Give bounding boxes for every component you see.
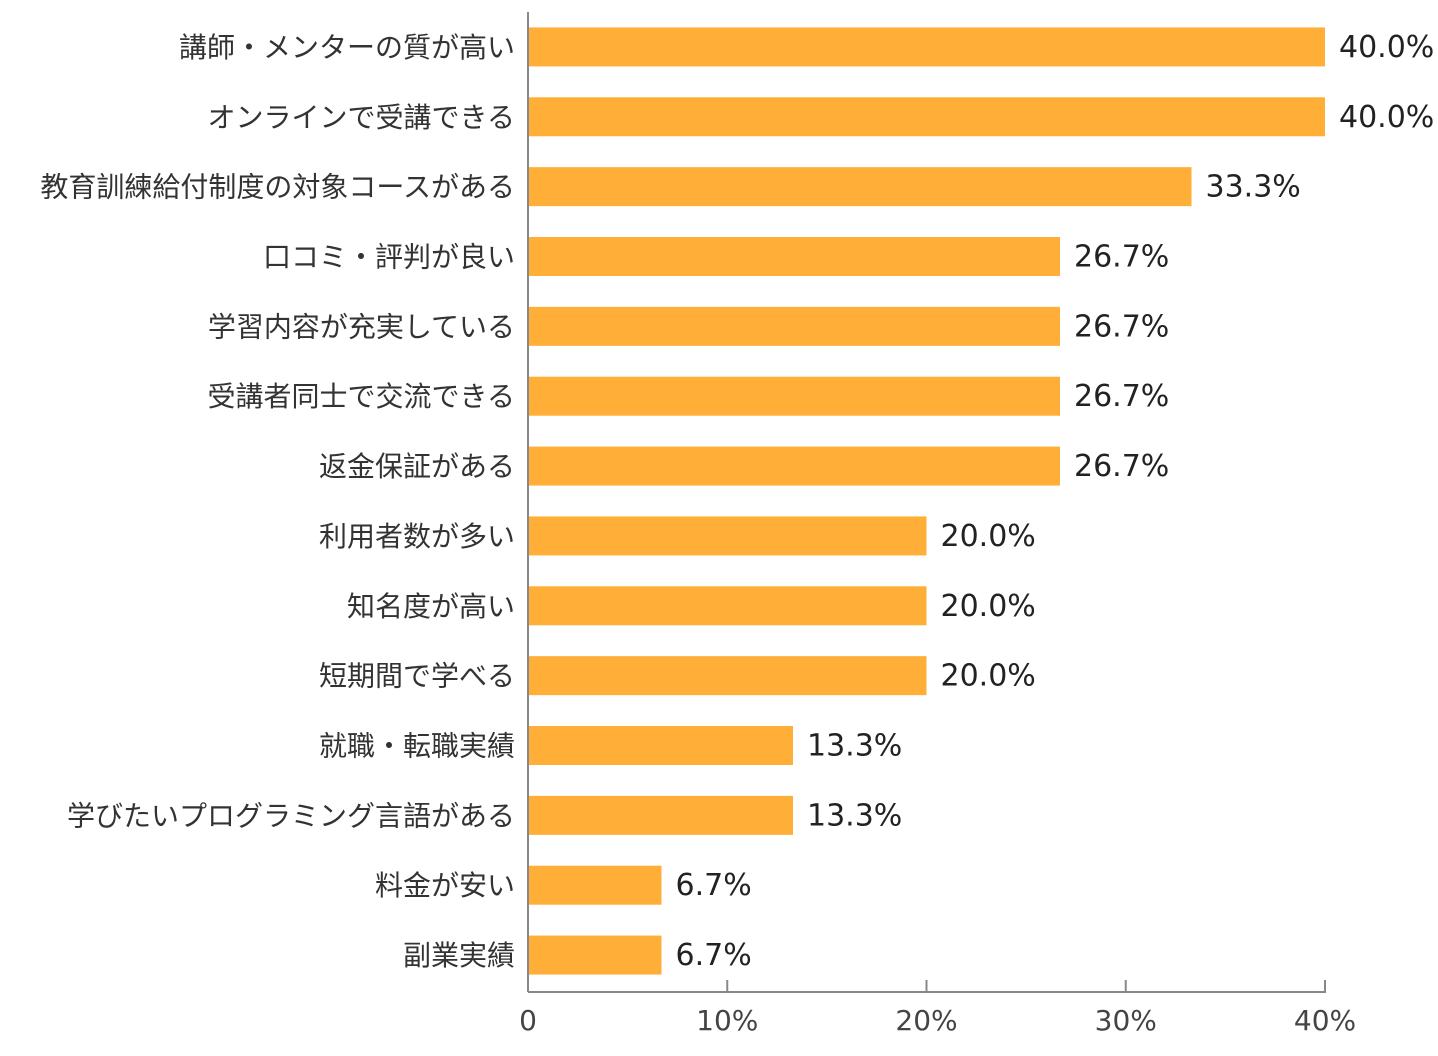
bar: [528, 865, 662, 905]
category-label: 返金保証がある: [319, 450, 515, 483]
value-label: 40.0%: [1339, 100, 1434, 135]
value-label: 20.0%: [941, 659, 1036, 694]
bar: [528, 167, 1192, 207]
value-label: 26.7%: [1074, 379, 1169, 414]
category-label: 学習内容が充実している: [208, 310, 515, 343]
category-label: 学びたいプログラミング言語がある: [67, 799, 515, 832]
bar: [528, 376, 1060, 416]
value-label: 13.3%: [807, 798, 902, 833]
value-label: 33.3%: [1206, 170, 1301, 205]
value-label: 26.7%: [1074, 449, 1169, 484]
bar: [528, 516, 927, 556]
bar: [528, 656, 927, 696]
value-label: 13.3%: [807, 729, 902, 764]
x-tick-label: 10%: [696, 1004, 758, 1037]
category-label: 受講者同士で交流できる: [208, 380, 515, 413]
value-label: 40.0%: [1339, 30, 1434, 65]
category-label: 就職・転職実績: [319, 730, 515, 763]
category-label: 短期間で学べる: [319, 660, 515, 693]
bar: [528, 935, 662, 975]
category-labels: 講師・メンターの質が高いオンラインで受講できる教育訓練給付制度の対象コースがある…: [40, 31, 515, 972]
category-label: 口コミ・評判が良い: [263, 241, 515, 274]
x-tick-label: 20%: [895, 1004, 957, 1037]
category-label: 知名度が高い: [347, 590, 515, 623]
category-label: 講師・メンターの質が高い: [179, 31, 515, 64]
bar: [528, 27, 1325, 67]
value-label: 20.0%: [941, 519, 1036, 554]
category-label: 教育訓練給付制度の対象コースがある: [40, 171, 515, 204]
x-tick-label: 0: [519, 1004, 537, 1037]
value-label: 20.0%: [941, 589, 1036, 624]
bar: [528, 306, 1060, 346]
category-label: 利用者数が多い: [319, 520, 515, 553]
bar: [528, 97, 1325, 137]
value-label: 26.7%: [1074, 309, 1169, 344]
value-labels: 40.0% 40.0% 33.3% 26.7% 26.7% 26.7% 26.7% 20.0%…: [675, 30, 1434, 973]
bar: [528, 795, 794, 835]
value-label: 6.7%: [675, 868, 751, 903]
category-label: 料金が安い: [375, 869, 515, 902]
bars-group: [528, 27, 1325, 975]
x-tick-label: 40%: [1294, 1004, 1356, 1037]
bar: [528, 237, 1060, 276]
x-axis-ticks: 0 10% 20% 30% 40%: [519, 980, 1356, 1037]
x-tick-label: 30%: [1095, 1004, 1157, 1037]
bar: [528, 586, 927, 626]
category-label: 副業実績: [403, 939, 515, 972]
category-label: オンラインで受講できる: [208, 101, 515, 134]
bar: [528, 726, 794, 765]
bar: [528, 446, 1060, 486]
value-label: 6.7%: [675, 938, 751, 973]
value-label: 26.7%: [1074, 240, 1169, 275]
